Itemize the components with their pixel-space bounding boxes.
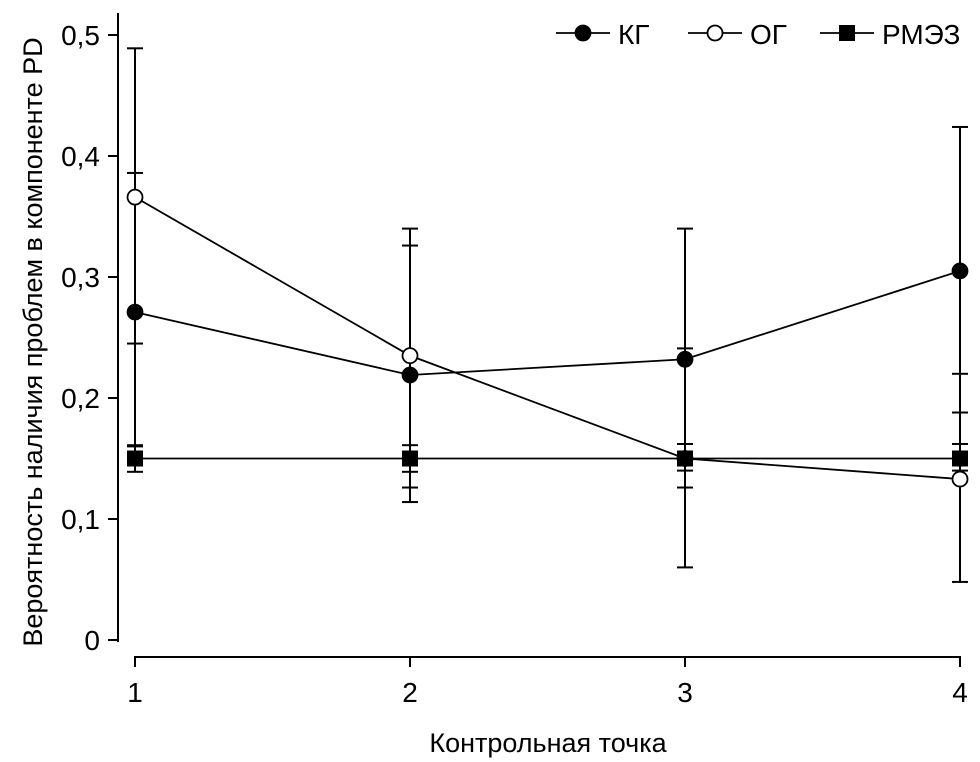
data-point — [951, 262, 969, 280]
error-bars — [127, 47, 968, 583]
legend: КГ ОГ РМЭЗ — [556, 19, 960, 50]
x-tick-label: 2 — [402, 677, 418, 708]
y-tick-label: 0,4 — [61, 141, 100, 172]
y-tick-label: 0,1 — [61, 504, 100, 535]
legend-marker — [574, 24, 592, 42]
data-point — [401, 366, 419, 384]
legend-marker — [706, 24, 724, 42]
x-tick-label: 3 — [677, 677, 693, 708]
y-tick-label: 0,5 — [61, 20, 100, 51]
series-line-1 — [134, 196, 961, 480]
series-line-0 — [134, 270, 961, 376]
data-point — [676, 350, 694, 368]
x-tick-label: 1 — [127, 677, 143, 708]
series-markers — [126, 188, 969, 488]
data-point — [126, 188, 144, 206]
y-tick-label: 0,3 — [61, 262, 100, 293]
x-axis-label: Контрольная точка — [429, 728, 667, 758]
data-point — [951, 470, 969, 488]
data-point — [402, 450, 418, 467]
y-axis-label: Вероятность наличия проблем в компоненте… — [18, 37, 48, 646]
legend-label: РМЭЗ — [882, 19, 960, 50]
legend-label: ОГ — [750, 19, 787, 50]
axes: 0 0,1 0,2 0,3 0,4 0,5 1 2 3 4 — [61, 13, 968, 708]
data-point — [127, 450, 143, 467]
legend-label: КГ — [618, 19, 649, 50]
series-lines — [134, 196, 961, 480]
data-point — [401, 347, 419, 365]
data-point — [126, 303, 144, 321]
y-tick-label: 0 — [84, 625, 100, 656]
x-tick-label: 4 — [952, 677, 968, 708]
data-point — [952, 450, 968, 467]
data-point — [677, 450, 693, 467]
y-tick-label: 0,2 — [61, 383, 100, 414]
legend-marker — [839, 25, 855, 41]
